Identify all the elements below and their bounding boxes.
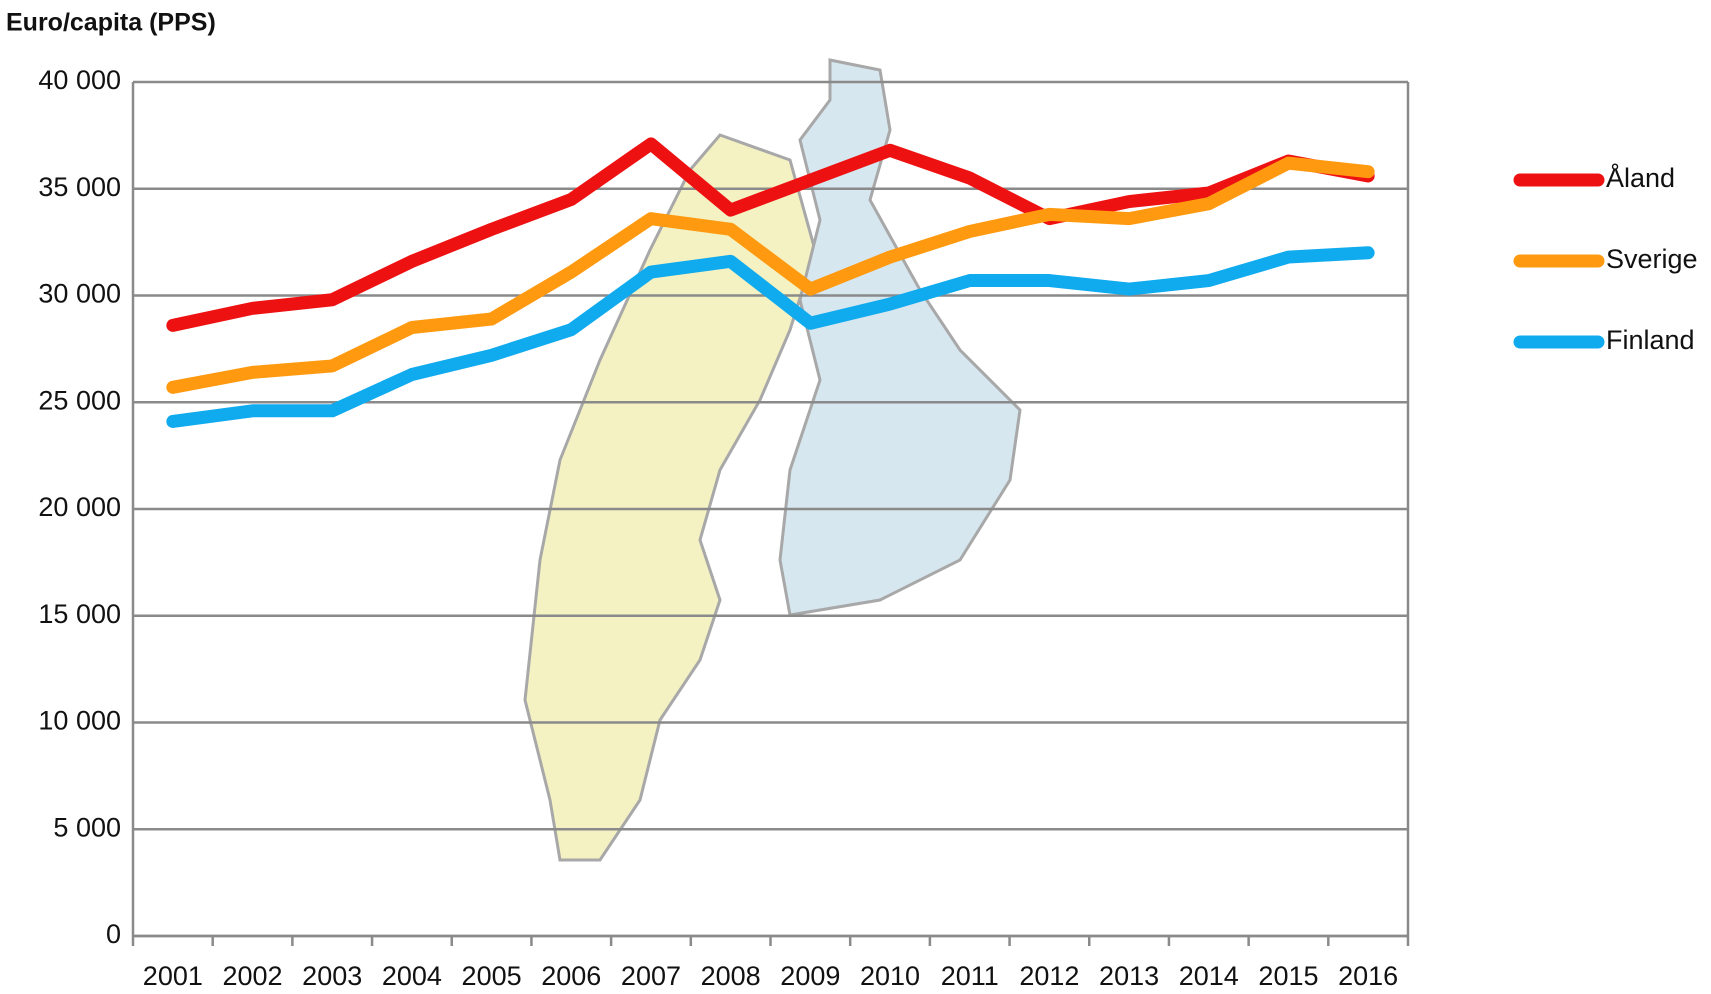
- x-tick-label: 2015: [1258, 961, 1318, 991]
- x-tick-label: 2006: [541, 961, 601, 991]
- series-line: [166, 137, 1375, 332]
- y-tick-label: 35 000: [38, 172, 121, 202]
- series-line: [166, 246, 1375, 428]
- y-axis-label: Euro/capita (PPS): [6, 9, 216, 37]
- y-tick-label: 30 000: [38, 279, 121, 309]
- x-tick-label: 2005: [462, 961, 522, 991]
- x-tick-label: 2011: [941, 961, 999, 991]
- x-tick-label: 2007: [621, 961, 681, 991]
- x-tick-label: 2008: [701, 961, 761, 991]
- y-tick-label: 0: [106, 919, 121, 949]
- x-tick-label: 2014: [1179, 961, 1239, 991]
- legend-label: Sverige: [1606, 244, 1698, 274]
- x-tick-label: 2002: [222, 961, 282, 991]
- x-tick-label: 2009: [780, 961, 840, 991]
- map-background: [523, 58, 1022, 862]
- x-tick-label: 2013: [1099, 961, 1159, 991]
- x-tick-label: 2012: [1019, 961, 1079, 991]
- series-line: [166, 156, 1375, 394]
- y-tick-label: 15 000: [38, 599, 121, 629]
- x-tick-label: 2016: [1338, 961, 1398, 991]
- legend-label: Finland: [1606, 325, 1695, 355]
- legend-label: Åland: [1606, 162, 1675, 193]
- x-tick-label: 2010: [860, 961, 920, 991]
- x-tick-label: 2001: [143, 961, 203, 991]
- y-tick-label: 10 000: [38, 706, 121, 736]
- y-tick-label: 25 000: [38, 385, 121, 415]
- y-tick-label: 5 000: [53, 812, 121, 842]
- x-tick-label: 2003: [302, 961, 362, 991]
- y-tick-label: 20 000: [38, 492, 121, 522]
- y-tick-label: 40 000: [38, 65, 121, 95]
- x-tick-label: 2004: [382, 961, 442, 991]
